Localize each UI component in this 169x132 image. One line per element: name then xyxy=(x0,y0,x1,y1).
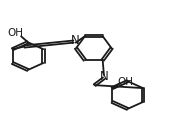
Text: OH: OH xyxy=(117,77,133,87)
Text: OH: OH xyxy=(8,28,24,38)
Text: N: N xyxy=(100,70,108,83)
Text: N: N xyxy=(71,34,80,47)
